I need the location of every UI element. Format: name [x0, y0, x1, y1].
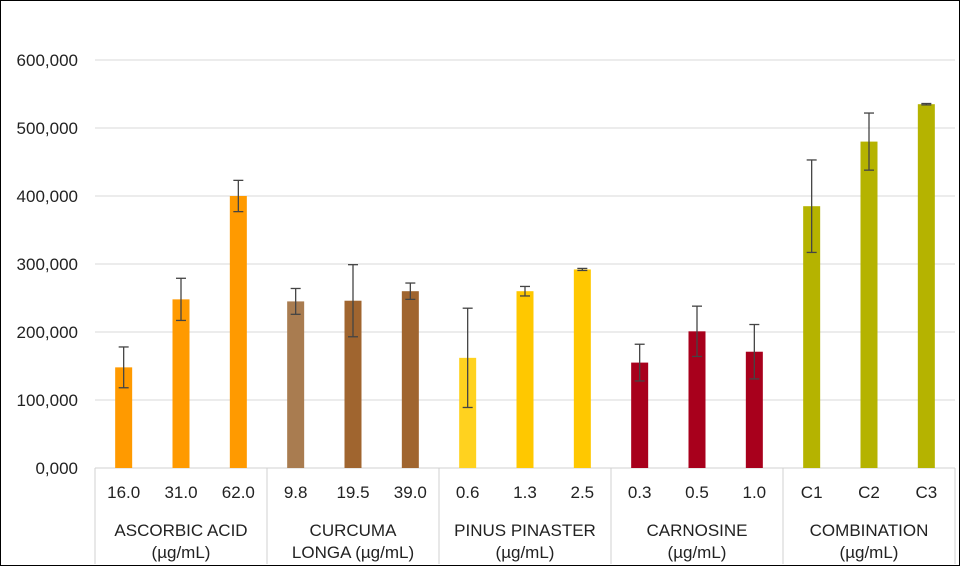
bar: [803, 206, 821, 468]
y-tick-label: 100,000: [17, 391, 78, 410]
x-tick-label: 2.5: [571, 483, 595, 502]
x-tick-label: 39.0: [394, 483, 427, 502]
group-label: COMBINATION: [810, 521, 929, 540]
x-tick-label: 0.6: [456, 483, 480, 502]
bar: [115, 367, 133, 468]
x-tick-label: 9.8: [284, 483, 308, 502]
x-tick-label: C2: [858, 483, 880, 502]
x-tick-label: 1.3: [513, 483, 537, 502]
bar: [287, 301, 305, 468]
x-tick-label: 0.5: [685, 483, 709, 502]
bar: [172, 299, 190, 468]
bar: [860, 141, 878, 468]
bar: [688, 331, 706, 468]
x-tick-label: 0.3: [628, 483, 652, 502]
group-label: LONGA (µg/mL): [292, 543, 414, 562]
bar: [459, 357, 477, 468]
x-tick-label: C3: [915, 483, 937, 502]
y-tick-label: 0,000: [35, 459, 78, 478]
x-tick-label: 16.0: [107, 483, 140, 502]
x-tick-label: 1.0: [743, 483, 767, 502]
group-label: (µg/mL): [496, 543, 555, 562]
y-tick-label: 500,000: [17, 119, 78, 138]
y-tick-label: 300,000: [17, 255, 78, 274]
bar: [344, 300, 362, 468]
bar: [229, 196, 247, 468]
group-label: (µg/mL): [840, 543, 899, 562]
bar: [917, 104, 935, 468]
group-label: CURCUMA: [310, 521, 398, 540]
x-tick-label: 62.0: [222, 483, 255, 502]
y-tick-label: 400,000: [17, 187, 78, 206]
bar: [573, 269, 591, 468]
x-tick-label: C1: [801, 483, 823, 502]
bar: [631, 362, 649, 468]
group-label: (µg/mL): [152, 543, 211, 562]
group-label: CARNOSINE: [646, 521, 747, 540]
bar: [745, 351, 763, 468]
bar: [401, 291, 419, 468]
group-label: ASCORBIC ACID: [114, 521, 247, 540]
group-label: (µg/mL): [668, 543, 727, 562]
y-tick-label: 200,000: [17, 323, 78, 342]
x-tick-label: 19.5: [336, 483, 369, 502]
group-label: PINUS PINASTER: [454, 521, 596, 540]
bar: [516, 291, 534, 468]
y-tick-label: 600,000: [17, 51, 78, 70]
x-tick-label: 31.0: [164, 483, 197, 502]
